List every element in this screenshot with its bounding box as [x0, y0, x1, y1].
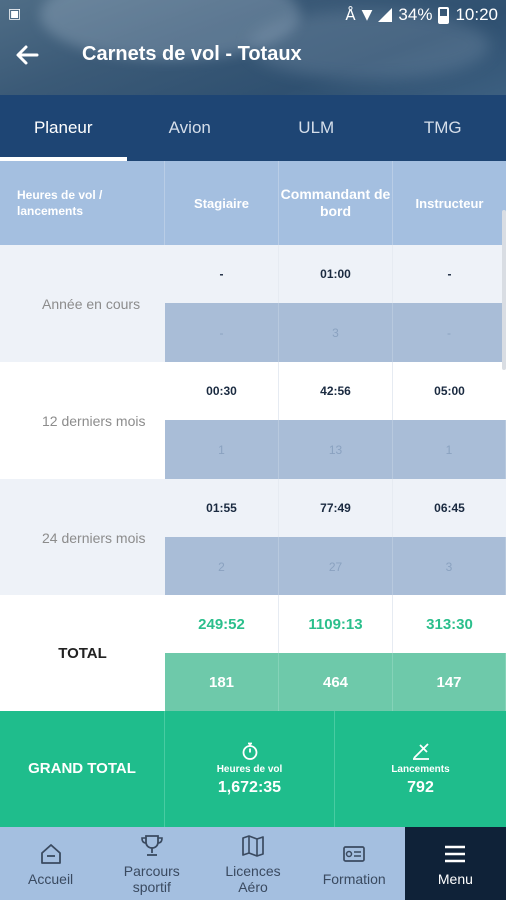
launches-row: 2 27 3: [165, 537, 506, 596]
hours-cell: 00:30: [165, 362, 279, 420]
nav-label: Licences Aéro: [225, 862, 281, 895]
launches-row: - 3 -: [165, 303, 506, 362]
grand-total-row: GRAND TOTAL Heures de vol 1,672:35 Lance…: [0, 711, 506, 827]
header-instructeur: Instructeur: [415, 195, 484, 211]
status-icons: Å ▼ 34% 10:20: [345, 5, 498, 25]
hours-row: 01:55 77:49 06:45: [165, 479, 506, 537]
app-header: ▣ Å ▼ 34% 10:20 Carnets de vol - Totaux: [0, 0, 506, 95]
total-launches-cell: 147: [393, 653, 506, 711]
home-icon: [40, 843, 61, 864]
row-label: 12 derniers mois: [42, 412, 146, 429]
hours-row: 00:30 42:56 05:00: [165, 362, 506, 420]
signal-icon: [378, 8, 393, 22]
hours-cell: 06:45: [434, 501, 465, 515]
grand-total-launches: Lancements 792: [335, 711, 506, 827]
nav-menu[interactable]: Menu: [404, 827, 506, 900]
launches-cell: 3: [393, 537, 506, 596]
aircraft-tabs: Planeur Avion ULM TMG: [0, 95, 506, 161]
nav-label: Accueil: [28, 870, 74, 887]
total-launches-row: 181 464 147: [165, 653, 506, 711]
launches-cell: 13: [279, 420, 393, 479]
nav-label: Parcours sportif: [123, 862, 180, 895]
row-label: Année en cours: [42, 295, 141, 312]
nav-label: Menu: [437, 870, 473, 887]
launches-cell: -: [165, 303, 279, 362]
tab-avion[interactable]: Avion: [168, 118, 211, 137]
nav-licences-aero[interactable]: Licences Aéro: [202, 827, 303, 900]
launches-cell: -: [393, 303, 506, 362]
wifi-icon: ▼: [361, 7, 373, 23]
title-bar: Carnets de vol - Totaux: [0, 32, 506, 80]
launches-cell: 1: [393, 420, 506, 479]
header-commandant: Commandant de bord: [279, 161, 393, 245]
tab-ulm[interactable]: ULM: [298, 118, 335, 137]
nav-parcours-sportif[interactable]: Parcours sportif: [101, 827, 202, 900]
header-stagiaire: Stagiaire: [165, 161, 279, 245]
menu-icon: [445, 845, 466, 862]
table-row: Année en cours - 01:00 - - 3 -: [0, 245, 506, 362]
page-title: Carnets de vol - Totaux: [82, 43, 302, 65]
certificate-icon: [343, 845, 366, 862]
battery-icon: [438, 6, 450, 24]
row-label: 24 derniers mois: [42, 529, 146, 546]
launches-row: 1 13 1: [165, 420, 506, 479]
battery-percent: 34%: [398, 5, 433, 24]
trophy-icon: [140, 834, 163, 856]
back-arrow-icon[interactable]: [12, 40, 42, 70]
table-row: 12 derniers mois 00:30 42:56 05:00 1 13 …: [0, 362, 506, 479]
launches-cell: 1: [165, 420, 279, 479]
stopwatch-icon: [242, 742, 257, 760]
clock: 10:20: [455, 5, 498, 24]
grand-total-hours-label: Heures de vol: [216, 764, 283, 775]
nav-accueil[interactable]: Accueil: [0, 827, 101, 900]
nav-formation[interactable]: Formation: [304, 827, 405, 900]
header-background-cloud: [250, 10, 490, 80]
grand-total-label: GRAND TOTAL: [0, 711, 165, 827]
total-hours-row: 249:52 1109:13 313:30: [165, 595, 506, 653]
hours-cell: -: [447, 267, 452, 281]
total-hours-cell: 313:30: [426, 615, 473, 633]
total-launches-cell: 464: [279, 653, 393, 711]
hours-row: - 01:00 -: [165, 245, 506, 303]
bottom-navigation: Accueil Parcours sportif Licences Aéro F…: [0, 827, 506, 900]
nav-label: Formation: [322, 870, 386, 887]
hours-cell: 42:56: [279, 362, 393, 420]
table-row: 24 derniers mois 01:55 77:49 06:45 2 27 …: [0, 479, 506, 596]
total-row: TOTAL 249:52 1109:13 313:30 181 464 147: [0, 595, 506, 711]
total-launches-cell: 181: [165, 653, 279, 711]
glider-launch-icon: [412, 743, 429, 760]
launches-cell: 3: [279, 303, 393, 362]
hours-cell: 01:00: [279, 245, 393, 303]
tab-tmg[interactable]: TMG: [423, 118, 462, 137]
total-hours-cell: 1109:13: [279, 595, 393, 653]
grand-total-launches-value: 792: [407, 779, 434, 796]
hours-cell: -: [165, 245, 279, 303]
grand-total-launches-label: Lancements: [391, 764, 450, 775]
hours-cell: 01:55: [165, 479, 279, 537]
total-label: TOTAL: [58, 644, 107, 662]
header-hours-launches: Heures de vol / lancements: [0, 161, 165, 245]
notification-icon: ▣: [8, 6, 22, 22]
tab-planeur[interactable]: Planeur: [0, 95, 127, 161]
launches-cell: 2: [165, 537, 279, 596]
hours-cell: 77:49: [279, 479, 393, 537]
hours-cell: 05:00: [434, 384, 465, 398]
map-icon: [242, 834, 264, 857]
status-bar: ▣ Å ▼ 34% 10:20: [0, 0, 506, 32]
grand-total-hours: Heures de vol 1,672:35: [165, 711, 335, 827]
scrollbar[interactable]: [502, 210, 506, 370]
total-hours-cell: 249:52: [165, 595, 279, 653]
table-header: Heures de vol / lancements Stagiaire Com…: [0, 161, 506, 245]
bluetooth-icon: Å: [345, 6, 356, 24]
launches-cell: 27: [279, 537, 393, 596]
grand-total-hours-value: 1,672:35: [217, 779, 282, 796]
